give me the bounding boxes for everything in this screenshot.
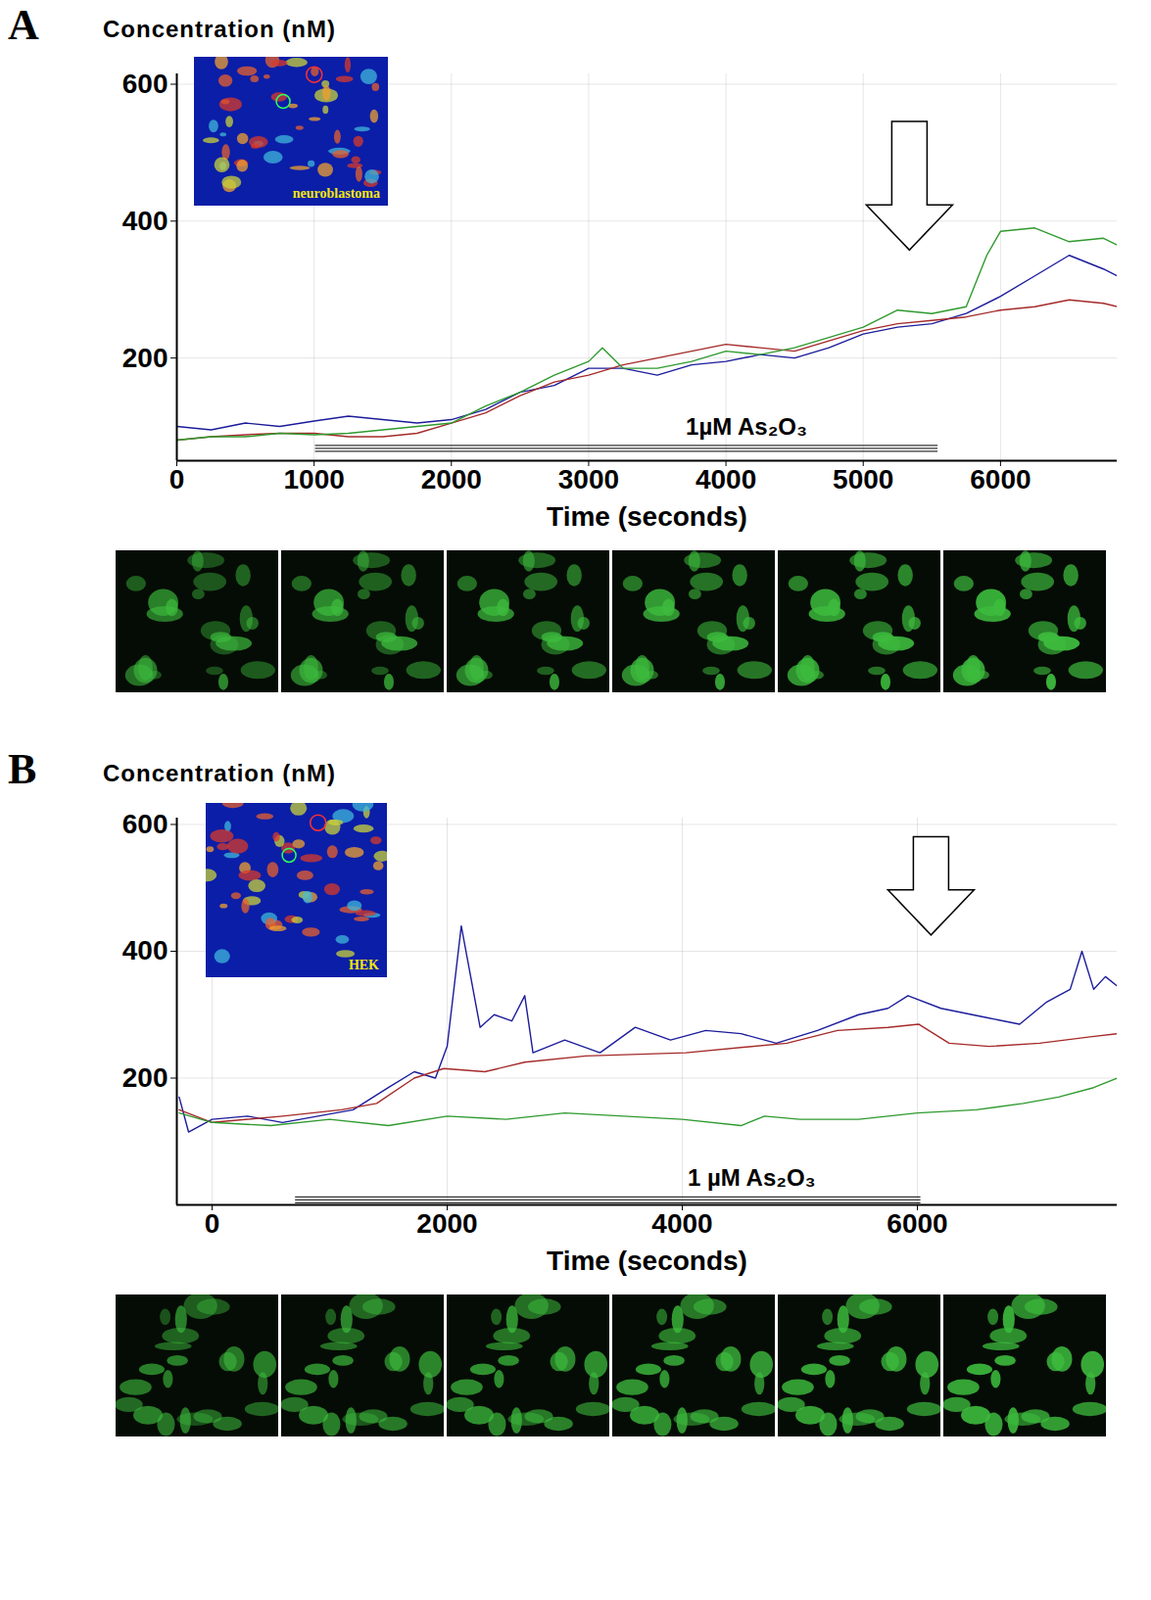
svg-text:2000: 2000 <box>421 464 482 495</box>
html-text:A: A <box>7 0 39 49</box>
html-text:Concentration (nM): Concentration (nM) <box>102 15 336 43</box>
svg-text:600: 600 <box>122 809 169 840</box>
svg-text:0: 0 <box>169 464 186 495</box>
svg-text:6000: 6000 <box>886 1208 948 1240</box>
svg-text:2000: 2000 <box>416 1208 478 1240</box>
svg-text:4000: 4000 <box>695 464 757 495</box>
html-text:Concentration (nM): Concentration (nM) <box>102 760 336 787</box>
svg-text:Time (seconds): Time (seconds) <box>546 501 748 532</box>
svg-text:1 µM As₂O₃: 1 µM As₂O₃ <box>687 1164 816 1192</box>
svg-text:6000: 6000 <box>969 464 1031 495</box>
svg-text:4000: 4000 <box>651 1208 713 1240</box>
svg-text:0: 0 <box>204 1208 221 1240</box>
svg-text:neuroblastoma: neuroblastoma <box>292 186 381 201</box>
svg-text:1µM As₂O₃: 1µM As₂O₃ <box>685 413 808 440</box>
svg-text:400: 400 <box>122 205 169 237</box>
svg-text:400: 400 <box>122 935 169 966</box>
svg-text:1000: 1000 <box>283 464 344 495</box>
svg-text:200: 200 <box>122 342 169 374</box>
svg-text:5000: 5000 <box>832 464 894 495</box>
svg-text:Time (seconds): Time (seconds) <box>546 1246 748 1277</box>
svg-text:600: 600 <box>122 68 169 99</box>
svg-text:HEK: HEK <box>348 958 380 973</box>
svg-text:3000: 3000 <box>558 464 620 495</box>
svg-text:200: 200 <box>122 1062 169 1094</box>
html-text:B: B <box>7 745 37 794</box>
